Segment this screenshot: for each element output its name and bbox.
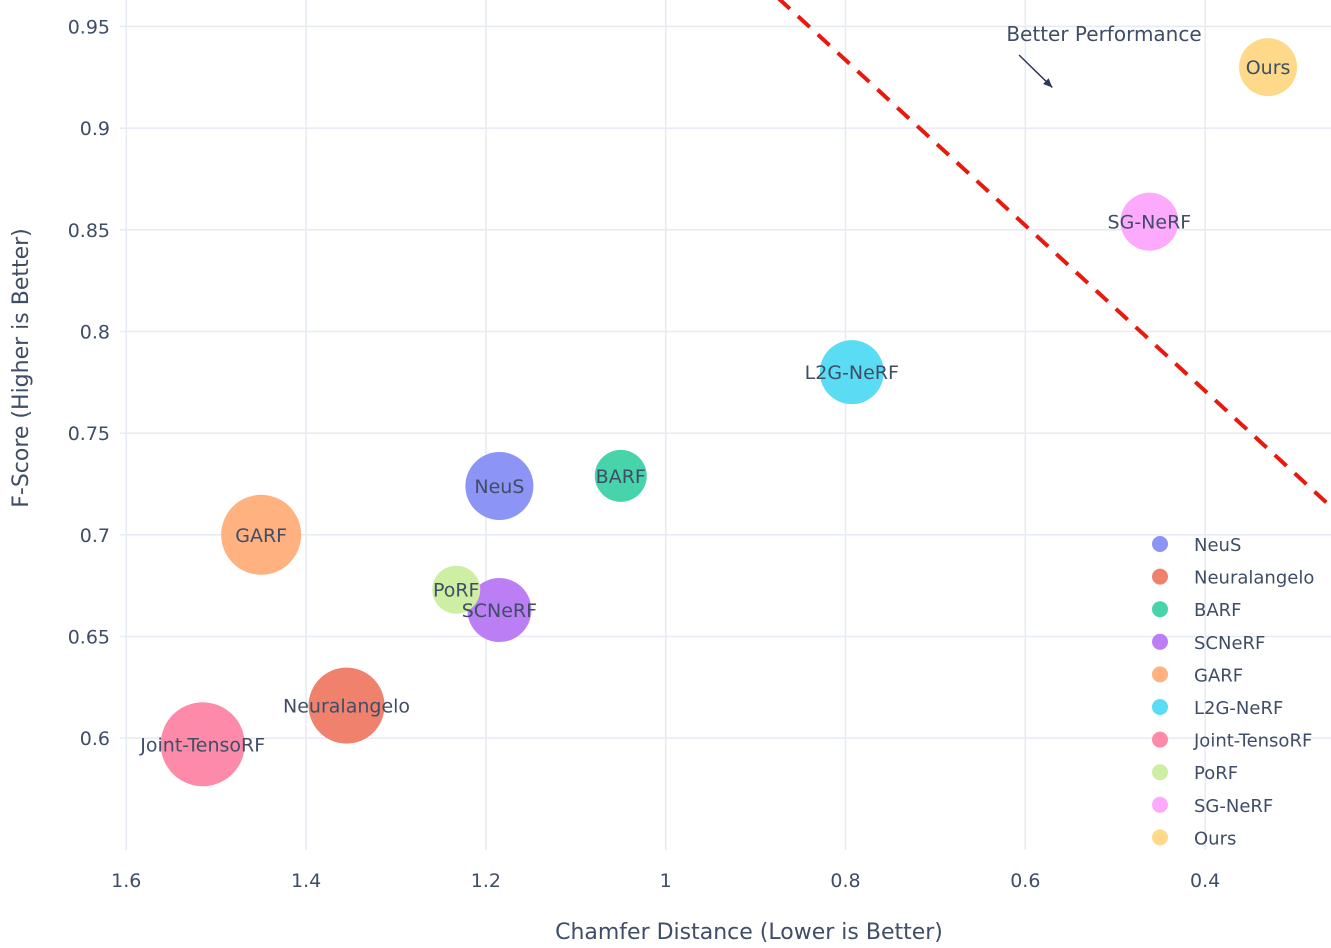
grid-lines [120, 0, 1331, 850]
point-label-porf: PoRF [433, 580, 480, 602]
y-tick-label: 0.75 [68, 423, 110, 445]
legend-marker [1152, 633, 1168, 650]
y-tick-label: 0.65 [68, 626, 110, 648]
point-garf[interactable] [221, 494, 302, 575]
point-scnerf[interactable] [467, 578, 532, 643]
x-tick-label: 1.6 [111, 870, 141, 892]
x-tick-label: 0.6 [1010, 870, 1040, 892]
legend-marker [1152, 829, 1168, 846]
data-point-labels: NeuS Neuralangelo BARF SCNeRF GARF L2G-NeRF Jo… [139, 57, 1290, 756]
point-label-l2g-nerf: L2G-NeRF [805, 362, 899, 384]
point-sg-nerf[interactable] [1120, 192, 1179, 251]
point-label-ours: Ours [1246, 57, 1291, 79]
point-label-barf: BARF [596, 466, 646, 488]
x-tick-label: 1.2 [471, 870, 501, 892]
point-label-neus: NeuS [474, 476, 524, 498]
legend-marker [1152, 568, 1168, 585]
point-l2g-nerf[interactable] [819, 340, 884, 405]
legend[interactable]: NeuS Neuralangelo BARF SCNeRF GARF L2G-NeRF Jo… [1152, 535, 1314, 849]
legend-marker [1152, 699, 1168, 715]
legend-label: L2G-NeRF [1194, 698, 1283, 719]
legend-item-l2g-nerf[interactable]: L2G-NeRF [1152, 698, 1283, 719]
legend-marker [1152, 666, 1168, 683]
x-tick-label: 1 [660, 870, 672, 892]
legend-item-ours[interactable]: Ours [1152, 828, 1236, 849]
legend-item-neus[interactable]: NeuS [1152, 535, 1241, 556]
y-tick-label: 0.9 [80, 118, 110, 140]
legend-label: BARF [1194, 600, 1242, 621]
y-axis-title: F-Score (Higher is Better) [9, 228, 34, 508]
point-neuralangelo[interactable] [308, 667, 385, 744]
x-axis-ticks: 1.6 1.4 1.2 1 0.8 0.6 0.4 [111, 870, 1220, 892]
legend-label: PoRF [1194, 763, 1238, 784]
x-tick-label: 1.4 [291, 870, 321, 892]
legend-item-porf[interactable]: PoRF [1152, 763, 1238, 784]
legend-label: SG-NeRF [1194, 796, 1273, 817]
legend-marker [1152, 536, 1168, 552]
legend-label: Joint-TensoRF [1193, 731, 1312, 752]
legend-item-barf[interactable]: BARF [1152, 600, 1242, 621]
legend-label: SCNeRF [1194, 633, 1265, 654]
legend-item-scnerf[interactable]: SCNeRF [1152, 633, 1265, 654]
reference-line-layer [777, 0, 1330, 506]
legend-item-garf[interactable]: GARF [1152, 665, 1243, 686]
legend-label: GARF [1194, 665, 1243, 686]
legend-item-neuralangelo[interactable]: Neuralangelo [1152, 568, 1314, 589]
x-tick-label: 0.8 [830, 870, 860, 892]
y-tick-label: 0.6 [80, 728, 110, 750]
legend-marker [1152, 764, 1168, 781]
point-label-joint-tensorf: Joint-TensoRF [139, 734, 265, 756]
x-tick-label: 0.4 [1190, 870, 1220, 892]
legend-item-joint-tensorf[interactable]: Joint-TensoRF [1152, 731, 1312, 752]
annotation-arrowhead [1043, 78, 1053, 88]
legend-label: Ours [1194, 828, 1236, 849]
x-axis-title: Chamfer Distance (Lower is Better) [555, 920, 943, 945]
point-label-neuralangelo: Neuralangelo [283, 696, 410, 718]
legend-marker [1152, 731, 1168, 748]
point-neus[interactable] [465, 452, 534, 521]
legend-label: Neuralangelo [1194, 568, 1314, 589]
better-performance-line [777, 0, 1330, 506]
y-tick-label: 0.85 [68, 220, 110, 242]
point-label-garf: GARF [235, 525, 287, 547]
point-barf[interactable] [594, 449, 647, 502]
legend-item-sg-nerf[interactable]: SG-NeRF [1152, 796, 1273, 817]
point-ours[interactable] [1239, 38, 1298, 97]
annotation-text: Better Performance [1006, 22, 1201, 46]
point-porf[interactable] [432, 565, 481, 614]
data-points [160, 38, 1298, 787]
legend-marker [1152, 601, 1168, 618]
point-label-sg-nerf: SG-NeRF [1108, 212, 1192, 234]
legend-label: NeuS [1194, 535, 1241, 556]
y-tick-label: 0.8 [80, 321, 110, 343]
y-tick-label: 0.95 [68, 16, 110, 38]
y-axis-ticks: 0.95 0.9 0.85 0.8 0.75 0.7 0.65 0.6 [68, 16, 110, 750]
point-label-scnerf: SCNeRF [462, 600, 537, 622]
y-tick-label: 0.7 [80, 525, 110, 547]
legend-marker [1152, 796, 1168, 813]
point-joint-tensorf[interactable] [160, 702, 245, 787]
annotation: Better Performance [1006, 22, 1202, 88]
